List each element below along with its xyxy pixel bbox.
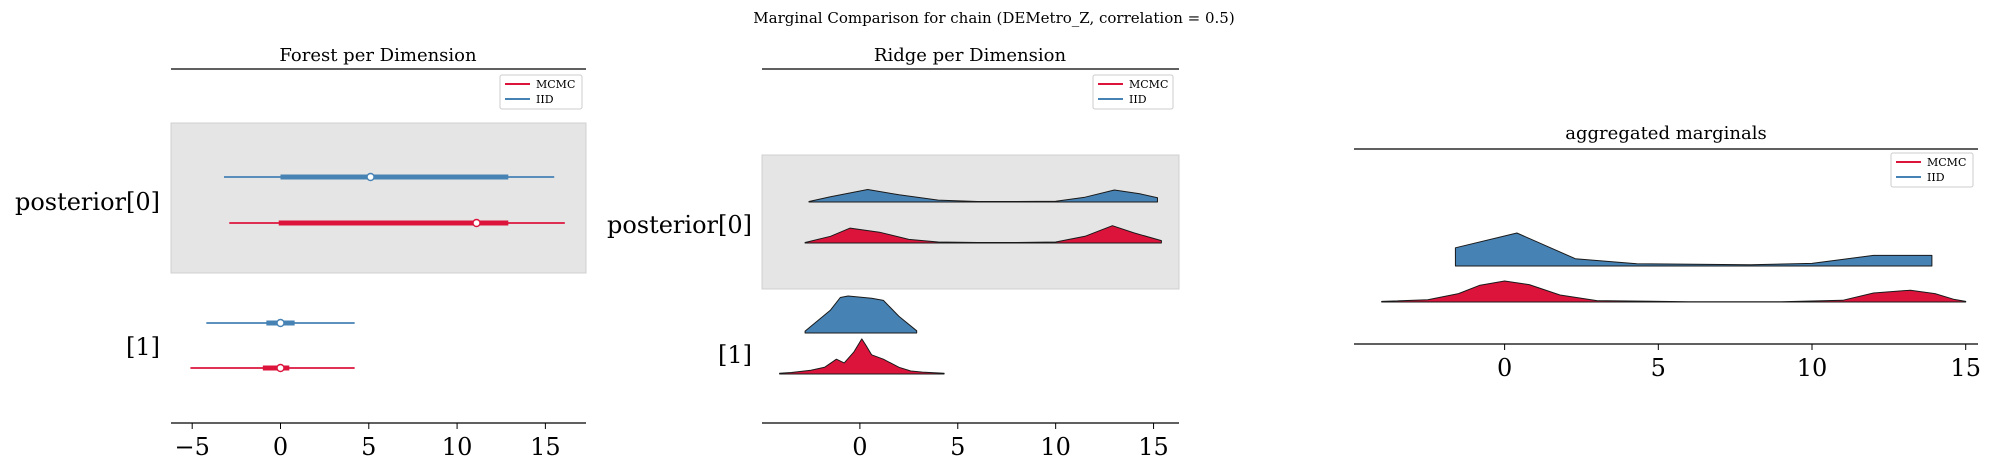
aggregated-legend: MCMC IID bbox=[1890, 152, 1974, 188]
forest-tick-label: 5 bbox=[361, 433, 376, 461]
ridge-row-label-1: [1] bbox=[718, 341, 752, 369]
ridge-tick-label: 10 bbox=[1040, 433, 1071, 461]
aggregated-title: aggregated marginals bbox=[1565, 123, 1766, 144]
aggregated-tick-label: 10 bbox=[1797, 354, 1828, 382]
ridge-tick-label: 0 bbox=[852, 433, 867, 461]
forest-median-point bbox=[366, 172, 375, 182]
forest-title: Forest per Dimension bbox=[279, 45, 477, 66]
ridge-legend-mcmc: MCMC bbox=[1129, 78, 1168, 91]
forest-median-point bbox=[472, 218, 481, 228]
aggregated-tick-label: 15 bbox=[1950, 354, 1981, 382]
ridge-density-mcmc bbox=[779, 338, 945, 375]
forest-tick-label: 0 bbox=[273, 433, 288, 461]
ridge-row-band bbox=[761, 154, 1180, 290]
ridge-density-iid bbox=[808, 189, 1158, 203]
aggregated-area-mcmc bbox=[1381, 280, 1967, 303]
ridge-legend: MCMC IID bbox=[1092, 74, 1174, 110]
forest-panel: Forest per Dimension posterior[0] [1] −5… bbox=[15, 45, 587, 461]
forest-legend-mcmc: MCMC bbox=[536, 78, 575, 91]
ridge-legend-iid: IID bbox=[1129, 93, 1147, 106]
ridge-tick-label: 15 bbox=[1138, 433, 1169, 461]
forest-median-point bbox=[276, 318, 285, 328]
forest-median-point bbox=[276, 363, 285, 373]
forest-row-label-1: [1] bbox=[126, 333, 160, 361]
forest-row-label-0: posterior[0] bbox=[15, 188, 160, 216]
forest-tick-label: 10 bbox=[442, 433, 473, 461]
aggregated-x-ticks: 0 5 10 15 bbox=[1497, 344, 1981, 382]
forest-tick-label: −5 bbox=[174, 433, 209, 461]
ridge-density-iid bbox=[804, 295, 918, 334]
aggregated-area-iid bbox=[1454, 232, 1933, 267]
ridge-density-mcmc bbox=[804, 225, 1162, 244]
figure-suptitle: Marginal Comparison for chain (DEMetro_Z… bbox=[753, 9, 1234, 27]
aggregated-legend-mcmc: MCMC bbox=[1927, 156, 1966, 169]
forest-legend: MCMC IID bbox=[499, 74, 583, 110]
forest-legend-iid: IID bbox=[536, 93, 554, 106]
ridge-row-label-0: posterior[0] bbox=[607, 211, 752, 239]
ridge-title: Ridge per Dimension bbox=[874, 45, 1067, 66]
aggregated-legend-iid: IID bbox=[1927, 171, 1945, 184]
forest-x-ticks: −5 0 5 10 15 bbox=[174, 423, 561, 461]
aggregated-tick-label: 0 bbox=[1497, 354, 1512, 382]
ridge-x-ticks: 0 5 10 15 bbox=[852, 423, 1169, 461]
aggregated-panel: aggregated marginals 0 5 10 15 MCMC IID bbox=[1354, 123, 1981, 382]
aggregated-tick-label: 5 bbox=[1651, 354, 1666, 382]
ridge-tick-label: 5 bbox=[950, 433, 965, 461]
forest-tick-label: 15 bbox=[530, 433, 561, 461]
ridge-panel: Ridge per Dimension posterior[0] [1] 0 5 1… bbox=[607, 45, 1180, 461]
forest-row-band bbox=[170, 122, 587, 274]
